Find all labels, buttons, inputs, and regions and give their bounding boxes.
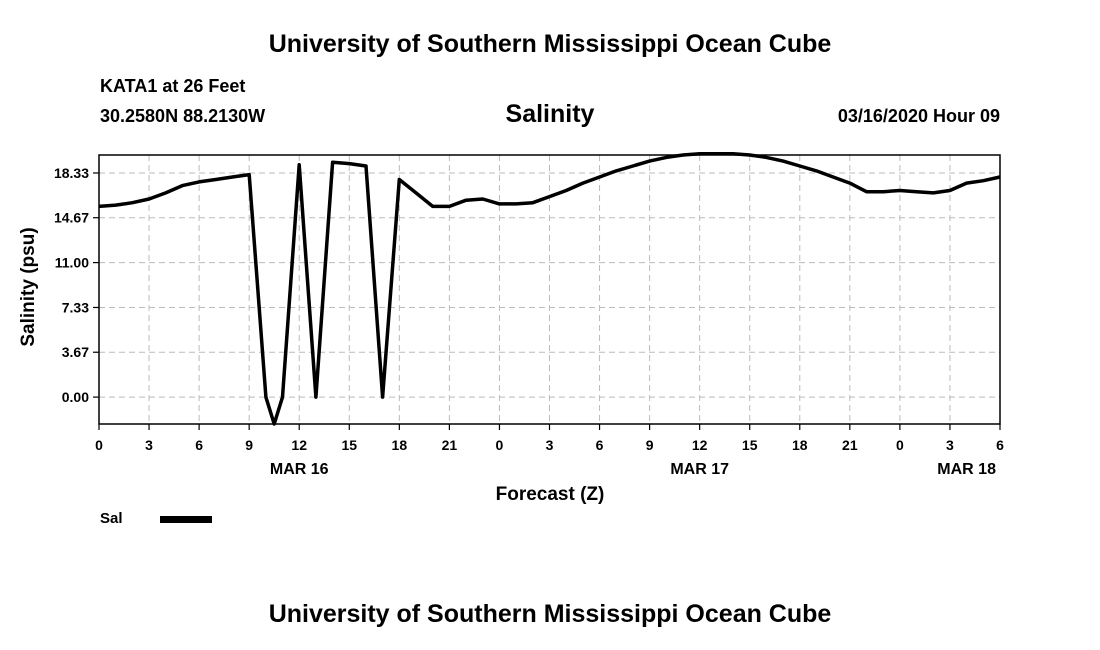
x-tick-label: 9 [245,437,253,453]
x-tick-label: 0 [896,437,904,453]
x-tick-label: 0 [496,437,504,453]
x-tick-label: 12 [692,437,708,453]
legend-label: Sal [100,510,123,527]
x-tick-label: 9 [646,437,654,453]
y-tick-label: 3.67 [62,344,89,360]
x-tick-label: 21 [842,437,858,453]
x-tick-label: 21 [442,437,458,453]
footer-title: University of Southern Mississippi Ocean… [268,600,832,628]
date-label: MAR 16 [270,461,329,478]
legend-swatch [160,516,212,523]
x-axis-label: Forecast (Z) [496,484,605,505]
plot-frame [98,154,1001,425]
x-tick-label: 6 [596,437,604,453]
x-tick-label: 3 [145,437,153,453]
date-label: MAR 17 [670,461,729,478]
x-tick-label: 6 [996,437,1004,453]
coordinates-label: 30.2580N 88.2130W [100,106,266,126]
x-tick-label: 3 [546,437,554,453]
y-tick-label: 0.00 [62,389,89,405]
x-tick-label: 6 [195,437,203,453]
date-label: MAR 18 [937,461,996,478]
x-tick-label: 3 [946,437,954,453]
page-title: University of Southern Mississippi Ocean… [268,30,832,58]
series-line-sal [98,152,1001,426]
x-tick-label: 0 [95,437,103,453]
station-label: KATA1 at 26 Feet [100,76,246,96]
y-axis-label: Salinity (psu) [18,227,39,346]
x-tick-label: 15 [341,437,357,453]
y-tick-label: 18.33 [54,165,89,181]
x-tick-label: 18 [792,437,808,453]
series-layer [98,152,1001,426]
y-tick-label: 7.33 [62,299,89,315]
x-tick-label: 15 [742,437,758,453]
x-tick-label: 18 [392,437,408,453]
y-tick-label: 11.00 [55,255,89,271]
chart-title: Salinity [505,100,595,128]
y-tick-label: 14.67 [54,210,89,226]
x-tick-label: 12 [291,437,307,453]
axes: 0 3 6 9 12 15 18 21 0 3 6 9 12 15 18 21 0 3 6 0.00 3.67 7.33 1… [54,154,1004,478]
datetime-label: 03/16/2020 Hour 09 [837,106,1000,126]
